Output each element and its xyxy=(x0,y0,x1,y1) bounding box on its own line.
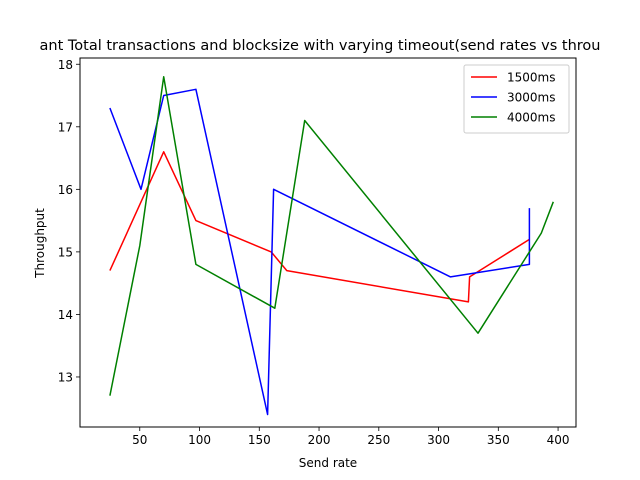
y-tick-label: 13 xyxy=(58,370,73,384)
y-tick-label: 14 xyxy=(58,308,73,322)
x-tick-label: 350 xyxy=(487,433,510,447)
x-tick-label: 400 xyxy=(547,433,570,447)
y-tick-label: 17 xyxy=(58,120,73,134)
series-lines xyxy=(109,76,555,416)
series-line-3000ms xyxy=(109,88,531,416)
x-tick-label: 200 xyxy=(308,433,331,447)
x-tick-label: 250 xyxy=(367,433,390,447)
legend-label-1500ms: 1500ms xyxy=(507,71,555,85)
y-tick-label: 15 xyxy=(58,245,73,259)
y-axis-title: Throughput xyxy=(33,208,47,279)
y-tick-label: 18 xyxy=(58,58,73,72)
legend-label-3000ms: 3000ms xyxy=(507,91,555,105)
x-axis-ticks: 50 100 150 200 250 300 350 400 xyxy=(132,427,570,447)
legend: 1500ms 3000ms 4000ms xyxy=(463,64,570,134)
chart-title: ant Total transactions and blocksize wit… xyxy=(40,38,601,54)
x-tick-label: 300 xyxy=(427,433,450,447)
x-tick-label: 150 xyxy=(248,433,271,447)
legend-box xyxy=(463,64,570,134)
plot-area-frame xyxy=(79,57,577,428)
y-tick-label: 16 xyxy=(58,183,73,197)
x-tick-label: 50 xyxy=(132,433,147,447)
y-axis-ticks: 13 14 15 16 17 18 xyxy=(58,58,80,384)
series-line-4000ms xyxy=(109,76,555,396)
series-line-1500ms xyxy=(109,151,530,303)
x-tick-label: 100 xyxy=(188,433,211,447)
x-axis-title: Send rate xyxy=(299,456,357,470)
legend-label-4000ms: 4000ms xyxy=(507,111,555,125)
